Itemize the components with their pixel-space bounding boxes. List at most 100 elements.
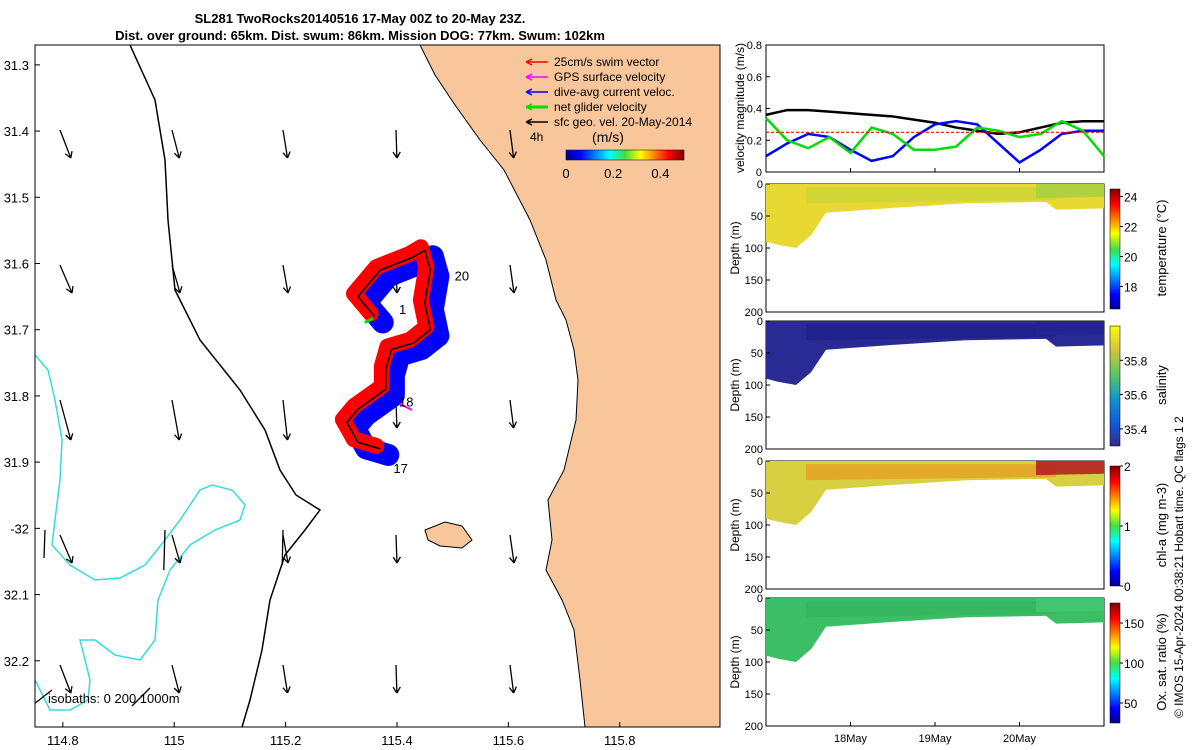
section-colorbar-tick-label: 18 — [1124, 281, 1138, 295]
section-colorbar-tick-label: 50 — [1124, 697, 1138, 711]
time-tick-label: 18May — [834, 733, 868, 745]
velocity-axes — [765, 44, 1105, 173]
section-colorbar-label: salinity — [1154, 365, 1169, 405]
section-y-tick-label: 0 — [757, 593, 763, 605]
glider-track-layer — [334, 239, 450, 466]
geo-velocity-arrow — [35, 689, 53, 705]
velocity-y-ticks: 0 0.2 0.4 0.6 0.8 — [747, 40, 770, 179]
section-colorbar — [1109, 602, 1121, 724]
velocity-y-tick-label: 0.6 — [747, 72, 762, 84]
map-y-tick-label: 31.4 — [4, 124, 29, 139]
legend-entry: dive-avg current veloc. — [525, 85, 675, 99]
title-line-2: Dist. over ground: 65km. Dist. swum: 86k… — [115, 28, 605, 43]
section-y-tick-label: 0 — [757, 316, 763, 328]
track-day-label: 18 — [399, 395, 413, 410]
net-velocity-mark — [364, 317, 374, 324]
section-colorbar-tick-label: 22 — [1124, 221, 1138, 235]
geo-velocity-arrow — [59, 264, 74, 294]
geo-velocity-arrow — [509, 264, 518, 294]
velocity-y-tick-label: 0.4 — [747, 104, 762, 116]
geo-velocity-arrow — [59, 399, 74, 441]
section-colorbar-tick-label: 100 — [1124, 657, 1144, 671]
geo-velocity-arrow — [59, 129, 73, 159]
map-panel: 1 20 18 17 114.8 115 115.2 115.4 115.6 115.8 31.… — [4, 44, 721, 748]
section-y-tick-label: 50 — [751, 625, 763, 637]
time-tick-label: 20May — [1003, 733, 1037, 745]
speed-colorbar — [565, 149, 685, 161]
section-y-tick-label: 100 — [745, 520, 763, 532]
section-colorbar-label: chl-a (mg m-3) — [1154, 483, 1169, 568]
section-colorbar-tick-label: 0 — [1124, 580, 1131, 594]
section-colorbar-tick-label: 1 — [1124, 520, 1131, 534]
geo-velocity-arrow — [282, 264, 292, 294]
velocity-y-tick-label: 0.2 — [747, 135, 762, 147]
legend-arrowhead — [525, 118, 533, 126]
legend-label: dive-avg current veloc. — [554, 85, 675, 99]
speed-colorbar-tick-label: 0 — [562, 166, 569, 181]
section-y-tick-label: 100 — [745, 657, 763, 669]
velocity-series-line — [765, 108, 1104, 136]
map-y-tick-label: -32 — [10, 521, 29, 536]
map-x-tick-label: 115.8 — [604, 733, 636, 748]
speed-colorbar-label: (m/s) — [592, 129, 624, 145]
section-ylabel: Depth (m) — [728, 498, 742, 551]
geo-velocity-arrow — [43, 529, 46, 559]
geo-velocity-arrow — [281, 529, 284, 566]
geo-velocity-arrow — [282, 664, 291, 694]
footer-credit: © IMOS 15-Apr-2024 00:38:21 Hobart time.… — [1172, 416, 1186, 718]
section-data-band — [806, 601, 1056, 618]
velocity-panel: 0 0.2 0.4 0.6 0.8 velocity magnitude (m/s) — [733, 40, 1105, 179]
section-y-tick-label: 100 — [745, 380, 763, 392]
geo-velocity-arrow — [163, 529, 166, 571]
geo-velocity-arrow — [392, 664, 401, 694]
legend-label: GPS surface velocity — [554, 70, 665, 84]
legend-label: net glider velocity — [554, 100, 647, 114]
map-x-tick-label: 115.4 — [381, 733, 413, 748]
isobath-1000m — [35, 354, 246, 711]
section-colorbar-tick-label: 20 — [1124, 251, 1138, 265]
section-colorbar-tick-label: 35.6 — [1124, 389, 1148, 403]
geo-velocity-arrow — [509, 534, 518, 564]
map-x-tick-label: 115.2 — [270, 733, 302, 748]
velocity-series — [765, 108, 1105, 165]
section-panel: 0 50 100 150 200 Depth (m) 35.4 35.6 35.8 salinit… — [728, 316, 1169, 456]
map-y-tick-label: 31.7 — [4, 323, 29, 338]
geo-velocity-arrow — [171, 264, 183, 294]
track-day-labels: 1 20 18 17 — [393, 269, 469, 476]
glider-track-line — [346, 249, 432, 450]
title-line-1: SL281 TwoRocks20140516 17-May 00Z to 20-… — [194, 11, 526, 26]
section-y-tick-label: 100 — [745, 243, 763, 255]
section-y-tick-label: 50 — [751, 488, 763, 500]
track-day-label: 17 — [393, 461, 407, 476]
isobath-200m — [129, 45, 322, 727]
geo-velocity-arrow — [508, 664, 518, 694]
section-y-tick-label: 200 — [745, 307, 763, 319]
section-colorbar-tick-label: 24 — [1124, 191, 1138, 205]
legend-arrowhead — [525, 73, 533, 81]
geo-velocity-arrow — [282, 129, 291, 159]
section-colorbar-label: temperature (°C) — [1154, 200, 1169, 297]
geo-velocity-arrow — [282, 399, 292, 441]
speed-colorbar-tick-label: 0.4 — [651, 166, 669, 181]
section-data-band — [806, 464, 1056, 481]
legend-label: 25cm/s swim vector — [554, 55, 659, 69]
map-x-tick-label: 115.6 — [493, 733, 525, 748]
section-y-tick-label: 200 — [745, 721, 763, 733]
geo-velocity-arrow — [508, 399, 518, 429]
section-y-tick-label: 150 — [745, 275, 763, 287]
section-panel: 0 50 100 150 200 Depth (m) 50 100 150 Ox. sat. ra… — [728, 593, 1169, 733]
map-y-tick-label: 32.2 — [4, 654, 29, 669]
section-data-band — [1036, 461, 1104, 476]
section-data-band — [1036, 598, 1104, 613]
section-y-tick-label: 50 — [751, 211, 763, 223]
map-y-tick-label: 32.1 — [4, 588, 29, 603]
section-colorbar-tick-label: 35.8 — [1124, 354, 1148, 368]
velocity-ylabel: velocity magnitude (m/s) — [733, 43, 747, 173]
map-x-ticks: 114.8 115 115.2 115.4 115.6 115.8 — [47, 722, 636, 748]
time-axis-ticks: 18May 19May 20May — [834, 168, 1037, 745]
section-colorbar-label: Ox. sat. ratio (%) — [1154, 613, 1169, 711]
track-day-label: 1 — [399, 302, 406, 317]
figure-title: SL281 TwoRocks20140516 17-May 00Z to 20-… — [0, 10, 720, 44]
